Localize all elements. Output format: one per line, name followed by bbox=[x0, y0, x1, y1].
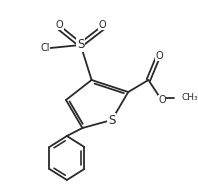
Text: CH₃: CH₃ bbox=[181, 94, 198, 103]
Text: O: O bbox=[99, 20, 106, 30]
Text: O: O bbox=[158, 95, 166, 105]
Text: S: S bbox=[77, 39, 84, 51]
Text: O: O bbox=[156, 51, 163, 61]
Text: O: O bbox=[56, 20, 63, 30]
Text: Cl: Cl bbox=[40, 43, 50, 53]
Text: S: S bbox=[108, 113, 115, 127]
